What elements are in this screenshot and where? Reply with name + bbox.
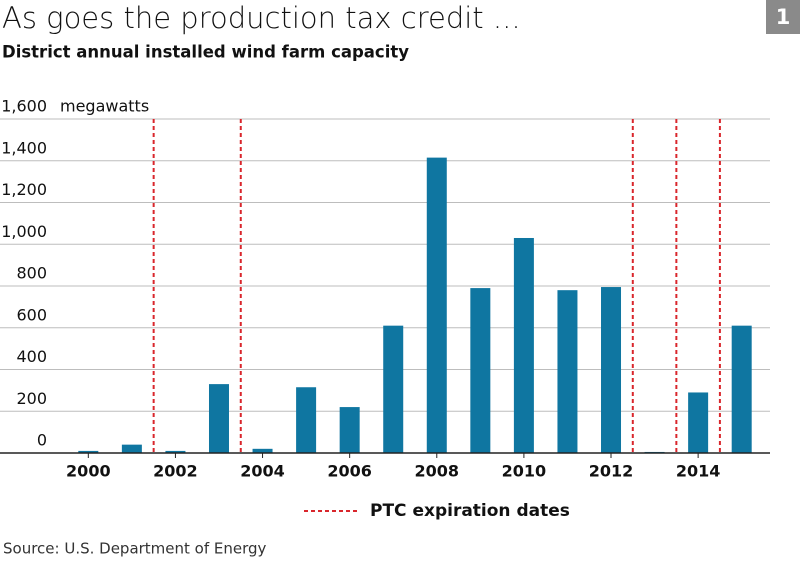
- source: Source: U.S. Department of Energy: [3, 540, 267, 558]
- bar: [252, 448, 273, 453]
- x-tick-label: 2014: [676, 462, 721, 481]
- chart-title: As goes the production tax credit ...: [2, 1, 521, 35]
- badge: 1: [776, 5, 791, 29]
- y-tick-label: 800: [16, 264, 47, 283]
- y-tick-label: 200: [16, 389, 47, 408]
- y-tick-label: 1,600: [1, 97, 47, 116]
- y-tick-label: 0: [37, 431, 47, 450]
- bar: [557, 290, 578, 453]
- bar: [601, 287, 622, 453]
- x-tick-label: 2000: [66, 462, 111, 481]
- y-tick-label: 1,400: [1, 138, 47, 157]
- chart-subtitle: District annual installed wind farm capa…: [2, 43, 409, 62]
- bar: [121, 444, 142, 453]
- badge-box: [766, 0, 800, 34]
- y-tick-label: 1,000: [1, 222, 47, 241]
- legend-label: PTC expiration dates: [370, 501, 570, 521]
- x-tick-label: 2010: [502, 462, 547, 481]
- x-tick-label: 2012: [589, 462, 634, 481]
- y-tick-label: 600: [16, 305, 47, 324]
- bar: [513, 237, 534, 453]
- bar: [208, 384, 229, 453]
- x-tick-label: 2008: [415, 462, 460, 481]
- bar: [731, 325, 752, 453]
- x-tick-label: 2002: [153, 462, 198, 481]
- bar: [426, 157, 447, 453]
- bar: [165, 450, 186, 453]
- bar: [688, 392, 709, 453]
- y-tick-label: 1,200: [1, 180, 47, 199]
- y-axis-label: megawatts: [60, 97, 149, 116]
- bar: [470, 288, 491, 453]
- bar: [383, 325, 404, 453]
- bar: [78, 450, 99, 453]
- x-tick-label: 2006: [327, 462, 372, 481]
- bar: [296, 387, 317, 453]
- x-tick-label: 2004: [240, 462, 285, 481]
- bar: [339, 407, 360, 453]
- y-tick-label: 400: [16, 347, 47, 366]
